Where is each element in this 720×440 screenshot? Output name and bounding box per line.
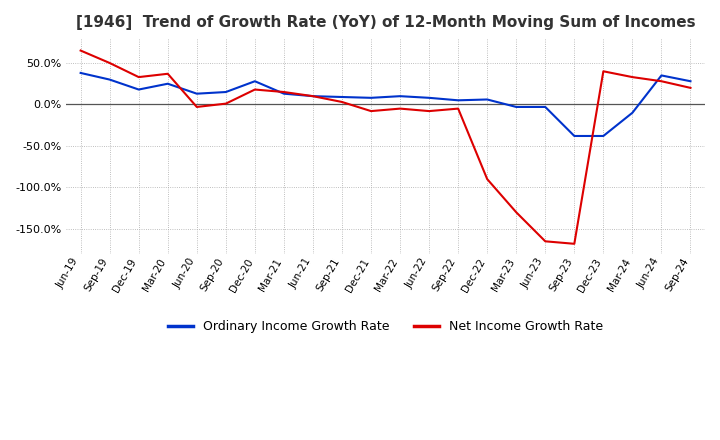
Title: [1946]  Trend of Growth Rate (YoY) of 12-Month Moving Sum of Incomes: [1946] Trend of Growth Rate (YoY) of 12-… bbox=[76, 15, 696, 30]
Legend: Ordinary Income Growth Rate, Net Income Growth Rate: Ordinary Income Growth Rate, Net Income … bbox=[163, 315, 608, 338]
